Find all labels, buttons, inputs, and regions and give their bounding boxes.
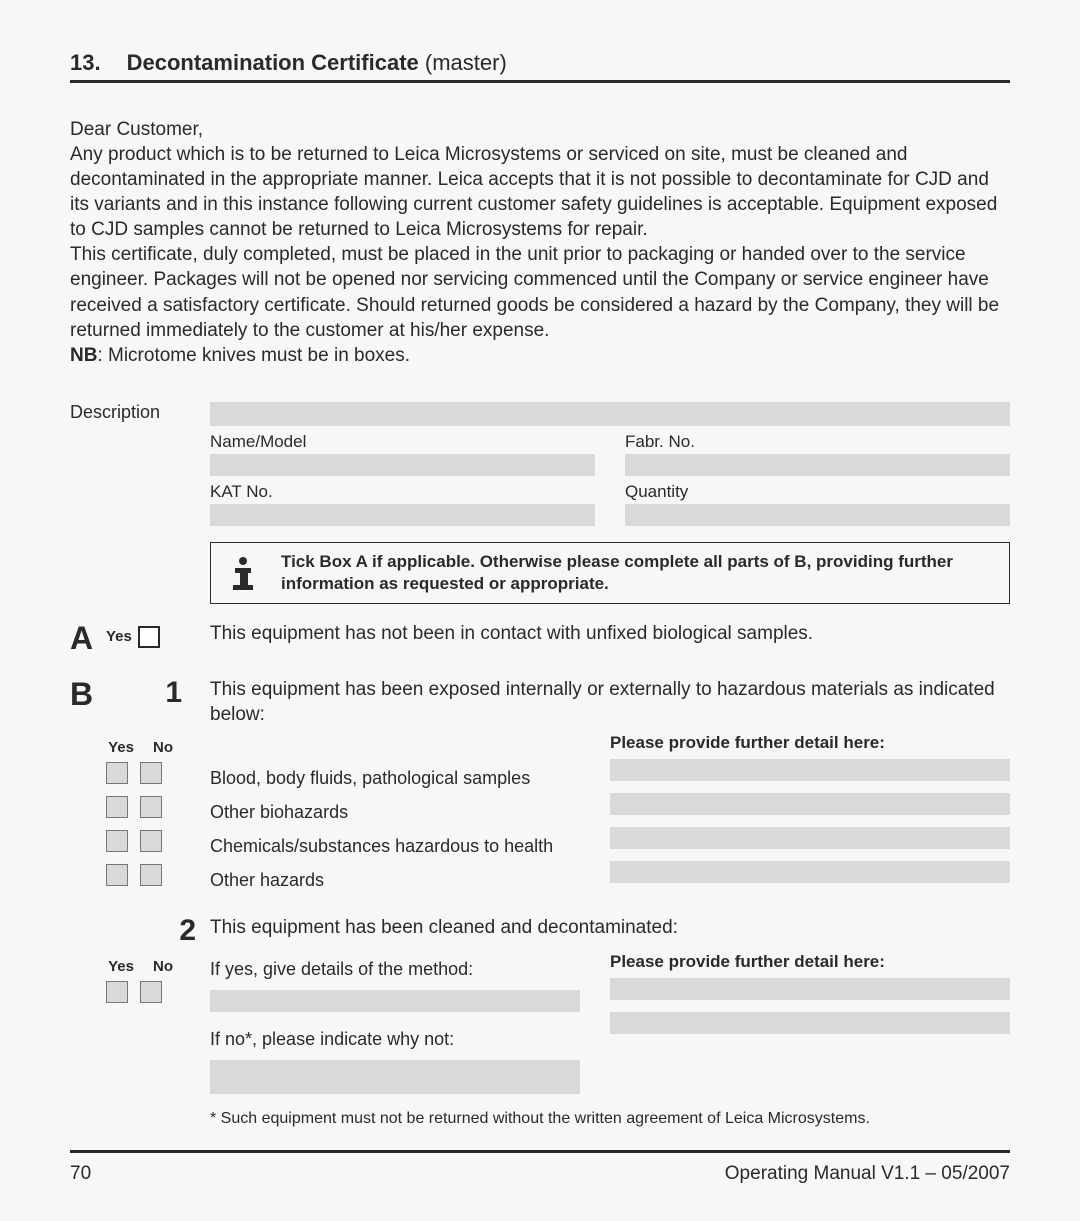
b1-hazard-2-yes[interactable] [106, 830, 128, 852]
b2-detail-heading: Please provide further detail here: [610, 952, 1010, 972]
b2-method-field[interactable] [210, 990, 580, 1012]
manual-version: Operating Manual V1.1 – 05/2007 [725, 1163, 1010, 1185]
b1-hazard-2-no[interactable] [140, 830, 162, 852]
intro-para-2: This certificate, duly completed, must b… [70, 242, 1010, 342]
b1-hazard-2-label: Chemicals/substances hazardous to health [210, 829, 580, 863]
intro-nb: NB: Microtome knives must be in boxes. [70, 343, 1010, 368]
page-number: 70 [70, 1163, 91, 1185]
b1-hazard-3-yes[interactable] [106, 864, 128, 886]
b1-hazard-1-label: Other biohazards [210, 795, 580, 829]
section-heading: 13. Decontamination Certificate (master) [70, 50, 1010, 83]
b2-no-checkbox[interactable] [140, 981, 162, 1003]
name-model-label: Name/Model [210, 432, 595, 452]
section-a-yes-label: Yes [106, 628, 132, 645]
section-b1-number: 1 [106, 678, 196, 708]
footer: 70 Operating Manual V1.1 – 05/2007 [70, 1153, 1010, 1185]
section-a-statement: This equipment has not been in contact w… [210, 622, 1010, 647]
info-text: Tick Box A if applicable. Otherwise plea… [281, 551, 997, 595]
intro-para-1: Any product which is to be returned to L… [70, 142, 1010, 242]
b1-no-head: No [148, 739, 178, 756]
b2-detail-field-1[interactable] [610, 1012, 1010, 1034]
section-a-checkbox[interactable] [138, 626, 160, 648]
section-b1-body: Yes No Blood, body fluids, pathological … [70, 733, 1010, 898]
fabr-no-label: Fabr. No. [625, 432, 1010, 452]
section-b2-intro: This equipment has been cleaned and deco… [210, 916, 1010, 946]
b1-detail-field-0[interactable] [610, 759, 1010, 781]
intro-block: Dear Customer, Any product which is to b… [70, 117, 1010, 368]
b2-why-not-field[interactable] [210, 1060, 580, 1094]
b1-detail-field-1[interactable] [610, 793, 1010, 815]
section-a-letter: A [70, 622, 106, 654]
b1-hazard-0-no[interactable] [140, 762, 162, 784]
b2-detail-field-0[interactable] [610, 978, 1010, 1000]
b2-footnote: * Such equipment must not be returned wi… [210, 1110, 1010, 1128]
description-label: Description [70, 402, 210, 423]
b1-detail-field-3[interactable] [610, 861, 1010, 883]
b1-detail-heading: Please provide further detail here: [610, 733, 1010, 753]
b2-no-head: No [148, 958, 178, 975]
section-b: B 1 This equipment has been exposed inte… [70, 678, 1010, 727]
description-field[interactable] [210, 402, 1010, 426]
quantity-field[interactable] [625, 504, 1010, 526]
section-a: A Yes This equipment has not been in con… [70, 622, 1010, 654]
section-b2: 2 This equipment has been cleaned and de… [70, 916, 1010, 946]
b1-hazard-3-label: Other hazards [210, 863, 580, 897]
description-row: Description Name/Model Fabr. No. KAT No. [70, 402, 1010, 604]
b1-detail-field-2[interactable] [610, 827, 1010, 849]
info-icon [223, 551, 263, 595]
b1-hazard-0-label: Blood, body fluids, pathological samples [210, 761, 580, 795]
info-box: Tick Box A if applicable. Otherwise plea… [210, 542, 1010, 604]
b1-hazard-1-yes[interactable] [106, 796, 128, 818]
kat-no-label: KAT No. [210, 482, 595, 502]
b1-yes-head: Yes [106, 739, 136, 756]
section-b2-body: Yes No If yes, give details of the metho… [70, 952, 1010, 1128]
heading-number: 13. [70, 50, 101, 76]
section-b2-number: 2 [106, 916, 210, 946]
quantity-label: Quantity [625, 482, 1010, 502]
section-b1-intro: This equipment has been exposed internal… [210, 678, 1010, 727]
b1-hazard-1-no[interactable] [140, 796, 162, 818]
salutation: Dear Customer, [70, 117, 1010, 142]
section-b-letter: B [70, 678, 106, 710]
b2-yes-head: Yes [106, 958, 136, 975]
b2-yes-checkbox[interactable] [106, 981, 128, 1003]
fabr-no-field[interactable] [625, 454, 1010, 476]
b1-hazard-3-no[interactable] [140, 864, 162, 886]
b2-if-no-label: If no*, please indicate why not: [210, 1022, 580, 1056]
name-model-field[interactable] [210, 454, 595, 476]
kat-no-field[interactable] [210, 504, 595, 526]
heading-title: Decontamination Certificate (master) [127, 50, 507, 76]
b1-hazard-0-yes[interactable] [106, 762, 128, 784]
b2-if-yes-label: If yes, give details of the method: [210, 952, 580, 986]
